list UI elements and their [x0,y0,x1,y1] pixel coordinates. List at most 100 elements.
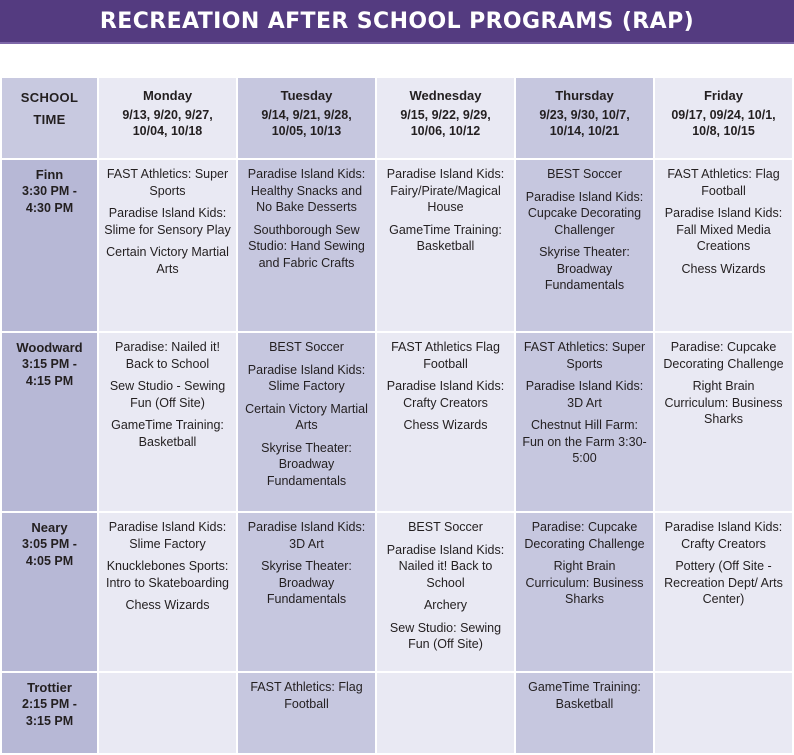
day-dates: 10/05, 10/13 [271,124,342,138]
program-item: Paradise Island Kids: Fall Mixed Media C… [664,206,783,253]
school-cell: Neary 3:05 PM - 4:05 PM [0,511,99,673]
program-cell: FAST Athletics: Flag Football Paradise Is… [653,158,794,333]
program-item: Paradise Island Kids: Nailed it! Back to… [386,542,505,590]
program-item: Paradise Island Kids: Crafty Creators [386,379,505,410]
time-header-label: TIME [33,112,66,127]
program-cell: Paradise: Nailed it! Back to School Sew S… [97,331,238,513]
program-cell: FAST Athletics: Super Sports Paradise Isl… [514,331,655,513]
school-row: Neary 3:05 PM - 4:05 PM Paradise Island Kid… [0,511,794,673]
program-cell [97,671,238,755]
program-cell: Paradise Island Kids: 3D Art Skyrise Thea… [236,511,377,673]
day-header-wednesday: Wednesday 9/15, 9/22, 9/29, 10/06, 10/12 [375,76,516,160]
school-name: Finn [35,167,64,182]
school-time: 3:05 PM - [22,537,77,551]
school-time: 4:15 PM [25,374,74,388]
schedule-body: Finn 3:30 PM - 4:30 PM FAST Athletics: Supe… [0,158,794,755]
program-cell: FAST Athletics Flag Football Paradise Isl… [375,331,516,513]
program-item: Sew Studio: Sewing Fun (Off Site) [389,620,502,652]
program-item: Chess Wizards [681,261,766,276]
day-dates: 10/14, 10/21 [549,124,620,138]
program-item: Skyrise Theater: Broadway Fundamentals [261,440,352,488]
school-time-header: SCHOOL TIME [0,76,99,160]
program-item: Right Brain Curriculum: Business Sharks [664,379,783,426]
program-item: Paradise: Cupcake Decorating Challenge [524,520,645,551]
school-header-label: SCHOOL [20,90,79,105]
school-time: 4:05 PM [25,554,74,568]
school-row: Woodward 3:15 PM - 4:15 PM Paradise: Nailed… [0,331,794,513]
school-time: 3:15 PM [25,714,74,728]
program-item: Pottery (Off Site - Recreation Dept/ Art… [664,559,783,606]
program-item: Paradise: Cupcake Decorating Challenge [663,340,784,371]
header-row: SCHOOL TIME Monday 9/13, 9/20, 9/27, 10/… [0,76,794,160]
program-item: Chess Wizards [125,598,210,612]
program-item: GameTime Training: Basketball [389,222,502,254]
day-dates: 10/04, 10/18 [132,124,203,138]
program-cell: Paradise Island Kids: Slime Factory Knuck… [97,511,238,673]
program-item: FAST Athletics: Super Sports [523,340,646,371]
day-dates: 9/13, 9/20, 9/27, [122,108,213,122]
program-item: FAST Athletics: Super Sports [106,167,229,198]
program-item: GameTime Training: Basketball [111,418,224,449]
day-header-tuesday: Tuesday 9/14, 9/21, 9/28, 10/05, 10/13 [236,76,377,160]
program-cell: Paradise Island Kids: Crafty Creators Pot… [653,511,794,673]
program-cell [375,671,516,755]
program-item: Paradise Island Kids: Healthy Snacks and… [247,167,366,214]
program-item: Skyrise Theater: Broadway Fundamentals [261,559,352,606]
program-item: Paradise Island Kids: Crafty Creators [664,520,783,551]
school-row: Trottier 2:15 PM - 3:15 PM FAST Athletics: … [0,671,794,755]
day-name: Friday [703,88,743,103]
program-cell: FAST Athletics: Super Sports Paradise Isl… [97,158,238,333]
program-cell: Paradise: Cupcake Decorating Challenge Ri… [514,511,655,673]
program-cell: GameTime Training: Basketball [514,671,655,755]
program-item: BEST Soccer [408,520,483,534]
program-item: Certain Victory Martial Arts [106,245,229,276]
school-name: Neary [31,520,68,535]
day-name: Tuesday [280,88,333,103]
program-cell: Paradise Island Kids: Fairy/Pirate/Magic… [375,158,516,333]
school-name: Woodward [16,340,83,355]
school-cell: Trottier 2:15 PM - 3:15 PM [0,671,99,755]
school-time: 2:15 PM - [22,697,77,711]
program-item: Sew Studio - Sewing Fun (Off Site) [109,379,226,410]
program-item: FAST Athletics Flag Football [391,340,500,371]
program-item: Paradise Island Kids: Slime Factory [108,520,227,551]
program-cell: FAST Athletics: Flag Football [236,671,377,755]
day-header-thursday: Thursday 9/23, 9/30, 10/7, 10/14, 10/21 [514,76,655,160]
program-item: BEST Soccer [269,340,344,354]
program-cell: BEST Soccer Paradise Island Kids: Slime F… [236,331,377,513]
title-banner: RECREATION AFTER SCHOOL PROGRAMS (RAP) [0,0,794,44]
program-item: FAST Athletics: Flag Football [250,680,363,711]
program-item: Knucklebones Sports: Intro to Skateboard… [106,559,229,590]
program-item: FAST Athletics: Flag Football [667,167,780,198]
program-item: Paradise Island Kids: 3D Art [525,379,644,410]
program-item: Paradise Island Kids: Cupcake Decorating… [525,189,644,237]
school-time: 4:30 PM [25,201,74,215]
program-item: Chess Wizards [403,418,488,432]
day-dates: 10/06, 10/12 [410,124,481,138]
program-item: Skyrise Theater: Broadway Fundamentals [539,245,630,292]
school-cell: Finn 3:30 PM - 4:30 PM [0,158,99,333]
day-name: Wednesday [409,88,482,103]
school-cell: Woodward 3:15 PM - 4:15 PM [0,331,99,513]
program-item: Paradise Island Kids: Slime for Sensory … [104,206,231,237]
school-row: Finn 3:30 PM - 4:30 PM FAST Athletics: Supe… [0,158,794,333]
program-item: GameTime Training: Basketball [528,680,641,711]
school-name: Trottier [27,680,72,695]
day-dates: 9/14, 9/21, 9/28, [261,108,352,122]
day-header-monday: Monday 9/13, 9/20, 9/27, 10/04, 10/18 [97,76,238,160]
program-item: Paradise Island Kids: Slime Factory [247,362,366,394]
program-cell [653,671,794,755]
day-name: Monday [142,88,193,103]
program-cell: Paradise: Cupcake Decorating Challenge Ri… [653,331,794,513]
day-header-friday: Friday 09/17, 09/24, 10/1, 10/8, 10/15 [653,76,794,160]
program-item: Right Brain Curriculum: Business Sharks [525,559,644,606]
program-item: Paradise: Nailed it! Back to School [115,340,220,371]
program-item: BEST Soccer [547,167,622,181]
day-dates: 9/15, 9/22, 9/29, [400,108,491,122]
school-time: 3:30 PM - [22,184,77,198]
program-item: Paradise Island Kids: 3D Art [247,520,366,551]
program-item: Paradise Island Kids: Fairy/Pirate/Magic… [386,167,505,214]
program-item: Chestnut Hill Farm: Fun on the Farm 3:30… [522,418,647,465]
page-title: RECREATION AFTER SCHOOL PROGRAMS (RAP) [99,8,695,34]
day-dates: 10/8, 10/15 [692,124,755,138]
